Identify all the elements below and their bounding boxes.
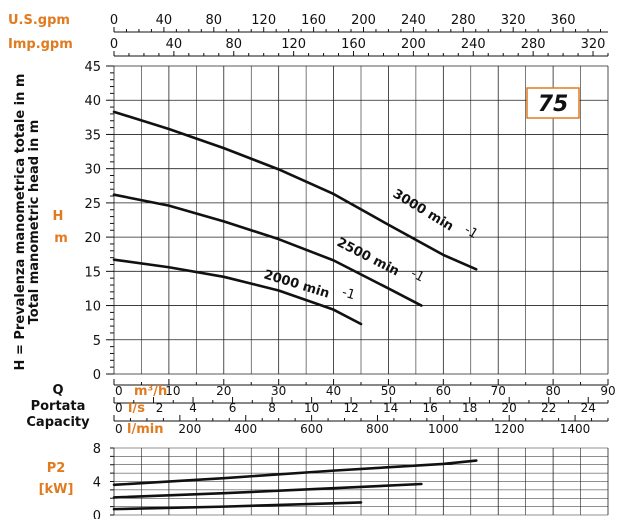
top-axis-tick-label: 200: [401, 37, 426, 52]
bottom-axis-tick-label: 18: [462, 401, 477, 415]
head-curve-line: [112, 193, 423, 307]
top-axis-tick-label: 0: [110, 37, 118, 52]
bottom-axis-tick-label: 0: [115, 384, 123, 398]
head-y-tick-label: 25: [84, 197, 101, 212]
top-axis-tick-label: 240: [401, 13, 426, 28]
top-axis-tick-label: 40: [156, 13, 173, 28]
top-axis-tick-label: 320: [581, 37, 606, 52]
bottom-axis-tick-label: 20: [216, 384, 231, 398]
curve-label-superscript: -1: [462, 223, 481, 243]
x-axis-title-portata: Portata: [31, 399, 86, 414]
top-axis-tick-label: 280: [451, 13, 476, 28]
top-axis-tick-label: 280: [521, 37, 546, 52]
top-axis-tick-label: 120: [251, 13, 276, 28]
bottom-axis-tick-label: 30: [271, 384, 286, 398]
top-axis-tick-label: 360: [551, 13, 576, 28]
power-y-tick-label: 0: [93, 509, 101, 519]
bottom-axis-tick-label: 10: [304, 401, 319, 415]
head-curve-line: [112, 258, 363, 326]
bottom-axis-tick-label: 50: [381, 384, 396, 398]
bottom-axis-tick-label: 90: [600, 384, 615, 398]
bottom-axis-tick-label: 6: [229, 401, 237, 415]
head-y-tick-label: 5: [93, 334, 101, 349]
us-gpm-axis-label: U.S.gpm: [8, 13, 70, 28]
top-axis-tick-label: 120: [281, 37, 306, 52]
top-axis-tick-label: 320: [501, 13, 526, 28]
bottom-axis-unit: l/min: [127, 422, 163, 437]
top-axis-tick-label: 40: [166, 37, 183, 52]
bottom-axis-tick-label: 0: [115, 401, 123, 415]
y-axis-unit-label: m: [54, 231, 68, 246]
head-y-tick-label: 30: [84, 163, 101, 178]
bottom-axis-tick-label: 1000: [428, 422, 459, 436]
top-axis-tick-label: 80: [206, 13, 223, 28]
power-curve-line: [112, 501, 363, 511]
bottom-axis-tick-label: 24: [581, 401, 596, 415]
bottom-axis-tick-label: 1200: [494, 422, 525, 436]
top-axis-tick-label: 200: [351, 13, 376, 28]
curve-label-superscript: -1: [340, 285, 357, 303]
bottom-axis-tick-label: 1400: [560, 422, 591, 436]
bottom-axis-tick-label: 2: [156, 401, 164, 415]
bottom-axis-tick-label: 4: [189, 401, 197, 415]
head-y-tick-label: 35: [84, 128, 101, 143]
head-curves: [112, 110, 478, 326]
head-y-ticks: 0 5 10 15 20 25 30 35 40 45: [84, 60, 101, 383]
bottom-axis-tick-label: 12: [343, 401, 358, 415]
bottom-axis-unit: m³/h: [134, 384, 167, 399]
curve-label-text: 2500 min: [334, 235, 401, 279]
curve-label-text: 3000 min: [390, 187, 456, 235]
top-axis-ticks: 0 40 80 120 160 200 240 280 320 360 0 40 80 120 160 200…: [110, 13, 609, 57]
head-y-tick-label: 20: [84, 231, 101, 246]
x-axis-title-q: Q: [52, 383, 63, 398]
power-y-ticks: 0 4 8: [93, 442, 101, 519]
curve-label-superscript: -1: [408, 266, 426, 285]
bottom-axis-tick-label: 14: [383, 401, 398, 415]
y-axis-title-english: Total manometric head in m: [27, 120, 42, 325]
head-y-tick-label: 0: [93, 368, 101, 383]
bottom-axis-tick-label: 60: [436, 384, 451, 398]
power-curves: [112, 459, 478, 511]
bottom-axis-tick-label: 40: [326, 384, 341, 398]
bottom-axis-tick-label: 200: [178, 422, 201, 436]
head-y-tick-label: 10: [84, 300, 101, 315]
bottom-axis-tick-label: 22: [541, 401, 556, 415]
x-axis-title-capacity: Capacity: [26, 415, 90, 430]
top-axis-tick-label: 0: [110, 13, 118, 28]
head-y-tick-label: 15: [84, 265, 101, 280]
y-axis-short-label: H: [53, 209, 64, 224]
bottom-axis-tick-label: 8: [268, 401, 276, 415]
head-curve-line: [112, 110, 478, 271]
model-badge-text: 75: [538, 92, 569, 117]
power-axis-label: P2: [47, 461, 66, 476]
head-chart-grid: [106, 65, 609, 375]
bottom-axis-tick-label: 600: [300, 422, 323, 436]
head-y-tick-label: 45: [84, 60, 101, 75]
bottom-axis-tick-label: 800: [366, 422, 389, 436]
bottom-axis-tick-label: 16: [423, 401, 438, 415]
top-axis-tick-label: 160: [341, 37, 366, 52]
power-y-tick-label: 4: [93, 476, 101, 491]
bottom-axis-tick-label: 10: [165, 384, 180, 398]
power-curve-line: [112, 459, 478, 487]
y-axis-title-italian: H = Prevalenza manometrica totale in m: [13, 74, 28, 371]
bottom-axis-tick-label: 400: [234, 422, 257, 436]
bottom-axis-tick-label: 70: [491, 384, 506, 398]
top-axis-tick-label: 80: [225, 37, 242, 52]
bottom-axis-tick-label: 80: [545, 384, 560, 398]
head-y-tick-label: 40: [84, 94, 101, 109]
power-axis-unit: [kW]: [39, 482, 74, 497]
top-axis-tick-label: 160: [301, 13, 326, 28]
power-curve-line: [112, 482, 423, 499]
bottom-axis-tick-label: 20: [502, 401, 517, 415]
model-badge-box: [526, 87, 580, 119]
imp-gpm-axis-label: Imp.gpm: [8, 37, 73, 52]
bottom-axis-tick-label: 0: [115, 422, 123, 436]
power-y-tick-label: 8: [93, 442, 101, 457]
top-axis-tick-label: 240: [461, 37, 486, 52]
bottom-axis-unit: l/s: [128, 401, 145, 416]
